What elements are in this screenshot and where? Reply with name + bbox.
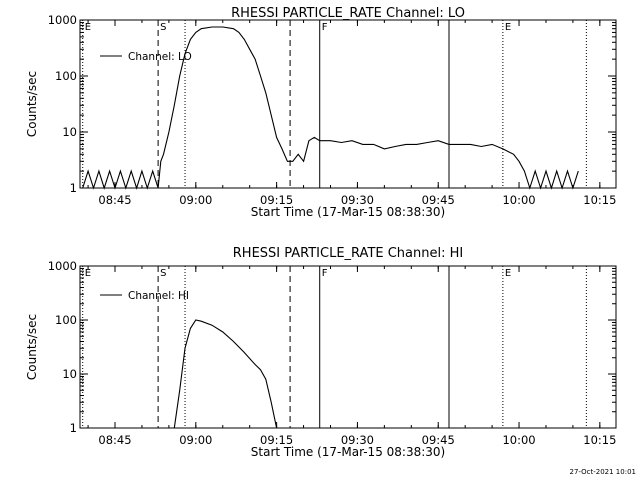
hi-channel-panel: RHESSI PARTICLE_RATE Channel: HI 08:45 09:… bbox=[25, 246, 617, 459]
x-tick-label: 10:00 bbox=[502, 193, 535, 207]
event-marker-label: F bbox=[322, 22, 328, 33]
plot-frame bbox=[79, 265, 617, 429]
x-tick-label: 09:30 bbox=[341, 193, 374, 207]
legend-entry: Channel: HI bbox=[128, 290, 189, 302]
y-axis-label: Counts/sec bbox=[25, 71, 39, 137]
lo-channel-panel: RHESSI PARTICLE_RATE Channel: LO 08:45 09:… bbox=[25, 6, 617, 219]
event-marker-label: F bbox=[322, 268, 328, 279]
x-tick-label: 08:45 bbox=[98, 193, 131, 207]
event-marker-label: S bbox=[160, 22, 166, 33]
event-marker-label: E bbox=[505, 22, 511, 33]
plot-frame bbox=[79, 19, 617, 189]
y-tick-label: 1000 bbox=[48, 259, 77, 273]
y-tick-label: 1000 bbox=[48, 13, 77, 27]
x-tick-label: 10:15 bbox=[583, 433, 616, 447]
x-tick-label: 09:30 bbox=[341, 433, 374, 447]
y-tick-label: 100 bbox=[55, 313, 77, 327]
event-marker-label: E bbox=[505, 268, 511, 279]
x-tick-label: 09:15 bbox=[260, 193, 293, 207]
x-tick-label: 10:15 bbox=[583, 193, 616, 207]
y-tick-label: 10 bbox=[62, 367, 77, 381]
event-marker-label: S bbox=[160, 268, 166, 279]
event-marker-label: E bbox=[85, 268, 91, 279]
x-tick-label: 09:45 bbox=[422, 193, 455, 207]
y-tick-label: 1 bbox=[70, 181, 77, 195]
chart-title: RHESSI PARTICLE_RATE Channel: HI bbox=[233, 246, 463, 261]
x-tick-label: 09:15 bbox=[260, 433, 293, 447]
x-axis-label: Start Time (17-Mar-15 08:38:30) bbox=[251, 445, 445, 459]
chart-title: RHESSI PARTICLE_RATE Channel: LO bbox=[231, 6, 465, 21]
x-tick-label: 09:00 bbox=[179, 193, 212, 207]
data-series-line bbox=[82, 26, 579, 190]
x-axis-label: Start Time (17-Mar-15 08:38:30) bbox=[251, 205, 445, 219]
x-tick-label: 09:00 bbox=[179, 433, 212, 447]
data-series-line bbox=[173, 319, 278, 429]
y-axis-label: Counts/sec bbox=[25, 314, 39, 380]
x-tick-label: 10:00 bbox=[502, 433, 535, 447]
footer-timestamp: 27-Oct-2021 10:01 bbox=[570, 468, 636, 476]
y-tick-label: 10 bbox=[62, 125, 77, 139]
x-tick-label: 08:45 bbox=[98, 433, 131, 447]
y-tick-label: 1 bbox=[70, 421, 77, 435]
legend-entry: Channel: LO bbox=[128, 51, 192, 63]
y-tick-label: 100 bbox=[55, 69, 77, 83]
event-marker-label: E bbox=[85, 22, 91, 33]
x-tick-label: 09:45 bbox=[422, 433, 455, 447]
